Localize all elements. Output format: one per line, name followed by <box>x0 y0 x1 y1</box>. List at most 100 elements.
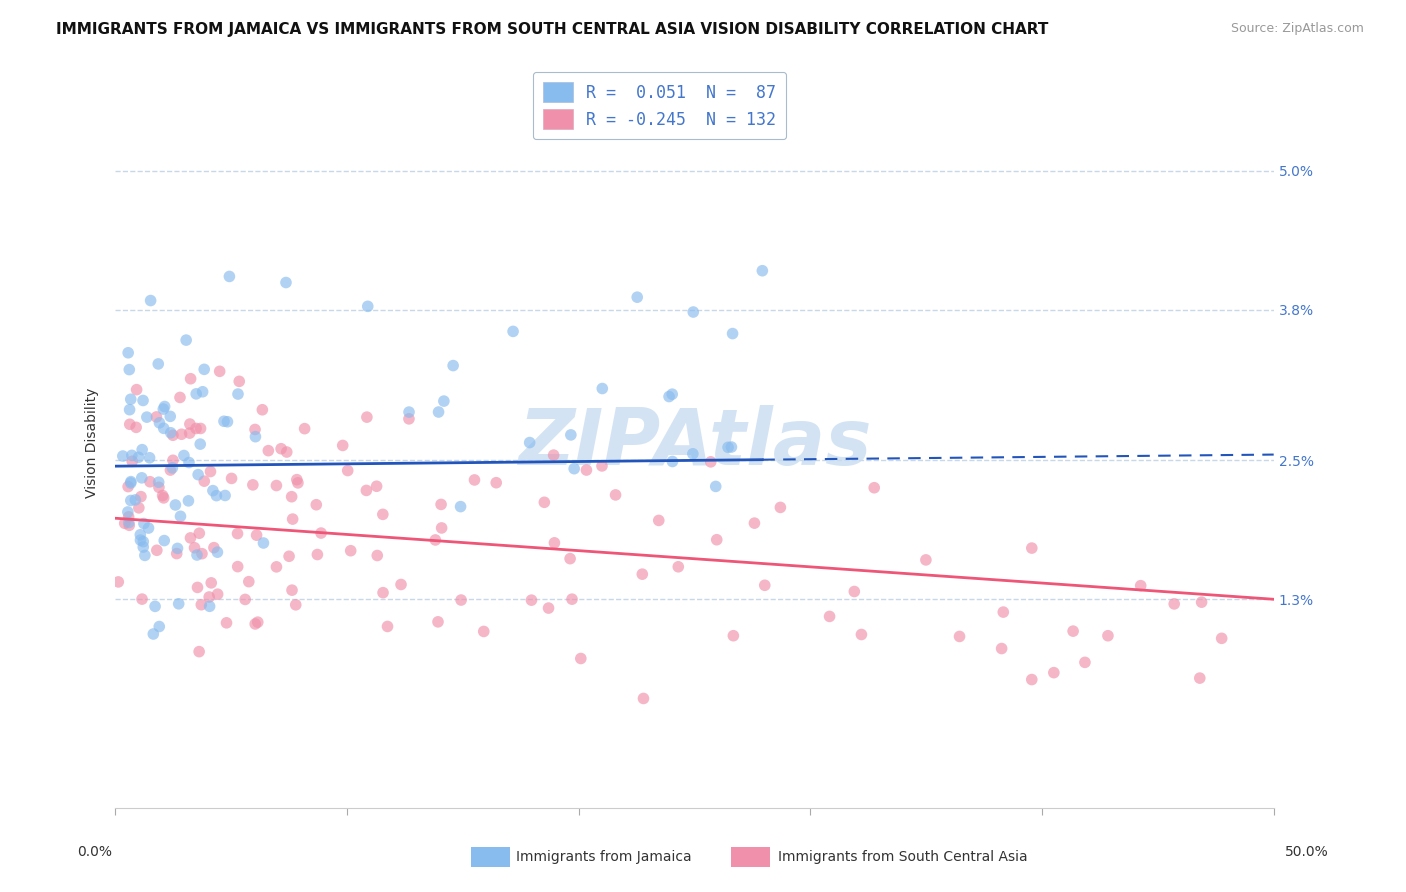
Point <box>188 526 211 541</box>
Point <box>179 426 201 441</box>
Point <box>706 533 728 547</box>
Point <box>129 533 152 548</box>
Point <box>356 410 378 425</box>
Point <box>238 574 260 589</box>
Point <box>562 461 585 475</box>
Point <box>276 445 298 459</box>
Point <box>131 471 153 485</box>
Point <box>427 405 450 419</box>
Point <box>180 372 202 386</box>
Point <box>162 428 184 442</box>
Point <box>744 516 766 530</box>
Point <box>162 461 184 475</box>
Text: Immigrants from Jamaica: Immigrants from Jamaica <box>516 850 692 864</box>
Point <box>190 598 212 612</box>
Point <box>366 549 388 563</box>
Point <box>188 437 211 451</box>
Point <box>1074 656 1097 670</box>
Point <box>117 509 139 524</box>
Point <box>191 547 214 561</box>
Point <box>472 624 495 639</box>
Point <box>165 498 187 512</box>
Point <box>186 387 208 401</box>
Point <box>246 615 269 629</box>
Point <box>305 498 328 512</box>
Point <box>120 392 142 407</box>
Point <box>682 305 704 319</box>
Point <box>270 442 292 456</box>
Point <box>202 541 225 555</box>
Point <box>159 425 181 440</box>
Point <box>648 513 671 527</box>
Point <box>200 465 222 479</box>
Point <box>138 521 160 535</box>
Point <box>153 533 176 548</box>
Point <box>138 450 160 465</box>
Point <box>124 492 146 507</box>
Point <box>145 409 167 424</box>
Point <box>146 543 169 558</box>
Point <box>332 438 354 452</box>
Point <box>605 488 627 502</box>
Point <box>633 691 655 706</box>
Point <box>357 299 380 313</box>
Point <box>118 516 141 530</box>
Point <box>198 590 221 604</box>
Point <box>152 491 174 505</box>
Point <box>142 627 165 641</box>
Point <box>131 442 153 457</box>
Point <box>519 435 541 450</box>
Text: Source: ZipAtlas.com: Source: ZipAtlas.com <box>1230 22 1364 36</box>
Text: IMMIGRANTS FROM JAMAICA VS IMMIGRANTS FROM SOUTH CENTRAL ASIA VISION DISABILITY : IMMIGRANTS FROM JAMAICA VS IMMIGRANTS FR… <box>56 22 1049 37</box>
Point <box>193 362 215 376</box>
Point <box>148 619 170 633</box>
Point <box>463 473 485 487</box>
Point <box>427 615 450 629</box>
Point <box>1188 671 1211 685</box>
Point <box>117 479 139 493</box>
Point <box>1043 665 1066 680</box>
Point <box>118 417 141 432</box>
Point <box>173 449 195 463</box>
Point <box>844 584 866 599</box>
Text: ZIPAtlas: ZIPAtlas <box>517 405 872 481</box>
Text: 50.0%: 50.0% <box>1285 845 1329 859</box>
Point <box>228 375 250 389</box>
Point <box>1163 597 1185 611</box>
Point <box>818 609 841 624</box>
Point <box>212 414 235 428</box>
Point <box>128 500 150 515</box>
Point <box>242 478 264 492</box>
Point <box>754 578 776 592</box>
Point <box>226 559 249 574</box>
Point <box>139 475 162 489</box>
Text: Immigrants from South Central Asia: Immigrants from South Central Asia <box>778 850 1028 864</box>
Point <box>187 467 209 482</box>
Point <box>309 526 332 541</box>
Point <box>215 615 238 630</box>
Point <box>1021 673 1043 687</box>
Point <box>1191 595 1213 609</box>
Point <box>188 645 211 659</box>
Point <box>200 575 222 590</box>
Point <box>207 545 229 559</box>
Point <box>121 448 143 462</box>
Point <box>169 391 191 405</box>
Point <box>575 463 598 477</box>
Point <box>287 475 309 490</box>
Point <box>274 276 297 290</box>
Point <box>626 290 648 304</box>
Point <box>191 384 214 399</box>
Point <box>430 521 453 535</box>
Y-axis label: Vision Disability: Vision Disability <box>86 388 100 499</box>
Point <box>226 387 249 401</box>
Point <box>485 475 508 490</box>
Point <box>252 536 274 550</box>
Point <box>131 592 153 607</box>
Point <box>1097 629 1119 643</box>
Point <box>723 629 745 643</box>
Point <box>118 402 141 417</box>
Point <box>430 497 453 511</box>
Point <box>1062 624 1084 639</box>
Point <box>170 427 193 442</box>
